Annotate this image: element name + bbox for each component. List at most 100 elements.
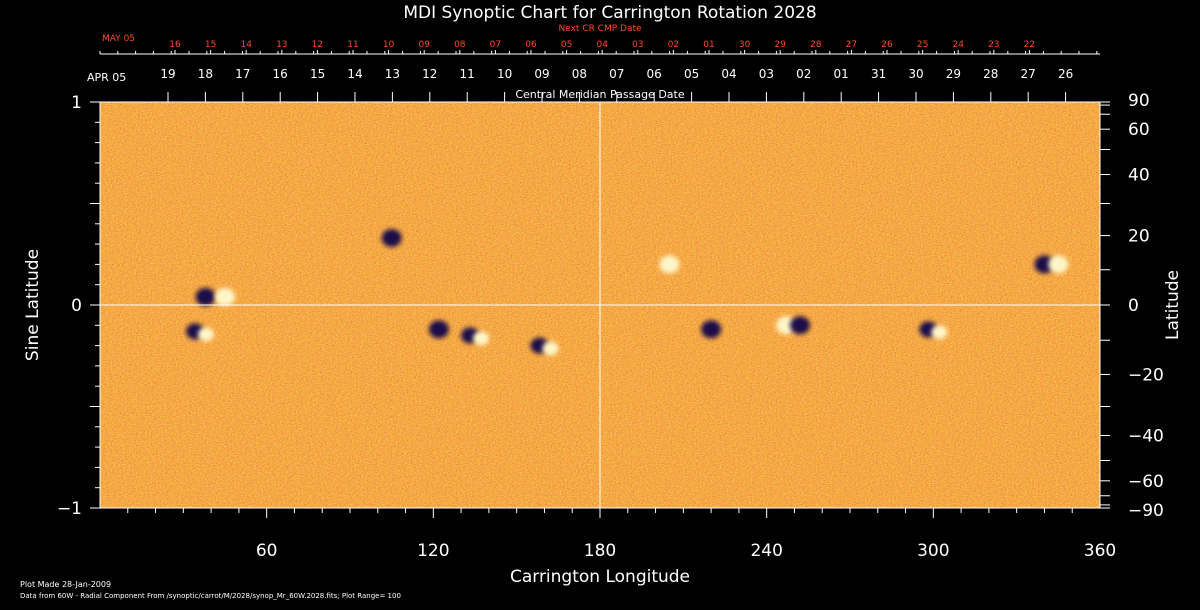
next-cr-date-label: 07 xyxy=(490,40,501,50)
active-region-positive xyxy=(473,331,489,346)
active-region-negative xyxy=(381,229,402,248)
next-cr-date-label: 03 xyxy=(632,40,643,50)
next-cr-date-label: 08 xyxy=(454,40,466,50)
y-left-axis-title: Sine Latitude xyxy=(23,249,43,361)
next-cr-date-label: 09 xyxy=(418,40,430,50)
y-right-tick-label: −20 xyxy=(1128,365,1164,385)
grid-lines xyxy=(100,102,1100,508)
cmp-date-label: 18 xyxy=(198,67,213,81)
y-right-axis-title: Latitude xyxy=(1163,270,1183,340)
active-region-positive xyxy=(1048,255,1069,274)
cmp-date-labels: 19 18 17 16 15 14 13 12 11 10 09 08 07 06 05 04 03 02 01 31… xyxy=(160,67,1073,102)
y-right-tick-label: −60 xyxy=(1128,472,1164,492)
y-left-tick-label: 1 xyxy=(71,93,82,113)
x-tick-label: 120 xyxy=(417,541,449,561)
next-cr-date-label: 02 xyxy=(668,40,679,50)
cmp-date-label: 16 xyxy=(273,67,288,81)
y-right-tick-label: 20 xyxy=(1128,227,1150,247)
next-cr-date-label: 24 xyxy=(952,40,964,50)
cmp-date-label: 11 xyxy=(460,67,475,81)
cmp-date-label: 02 xyxy=(796,67,811,81)
cmp-date-label: 26 xyxy=(1058,67,1073,81)
next-cr-date-label: 13 xyxy=(276,40,287,50)
active-region-negative xyxy=(1034,255,1055,274)
x-tick-label: 180 xyxy=(584,541,616,561)
x-tick-label: 300 xyxy=(917,541,949,561)
y-right-axis-ticks: 90 60 40 20 0 −20 −40 −60 −90 xyxy=(1100,91,1164,521)
cmp-date-label: 14 xyxy=(347,67,362,81)
next-cr-date-label: 04 xyxy=(596,40,608,50)
active-region-positive xyxy=(215,287,235,306)
cmp-date-label: 27 xyxy=(1021,67,1036,81)
cmp-date-label: 08 xyxy=(572,67,587,81)
active-region-negative xyxy=(428,320,449,339)
active-region-positive xyxy=(659,255,680,274)
next-cr-date-label: 29 xyxy=(774,40,786,50)
cmp-date-label: 15 xyxy=(310,67,325,81)
cmp-date-label: 03 xyxy=(759,67,774,81)
active-region-positive xyxy=(542,341,559,356)
next-cr-date-label: 12 xyxy=(312,40,323,50)
cmp-date-label: 31 xyxy=(871,67,886,81)
y-right-tick-label: 40 xyxy=(1128,166,1150,186)
next-cr-date-label: 30 xyxy=(739,40,751,50)
cmp-date-label: 06 xyxy=(647,67,662,81)
cmp-date-label: 01 xyxy=(834,67,849,81)
active-regions xyxy=(186,229,1069,356)
active-region-positive xyxy=(776,316,797,335)
next-cr-date-label: 22 xyxy=(1024,40,1035,50)
cmp-date-label: 04 xyxy=(721,67,736,81)
y-right-tick-label: 90 xyxy=(1128,91,1150,111)
y-right-tick-label: −90 xyxy=(1128,501,1164,521)
cmp-month-label: APR 05 xyxy=(87,71,126,84)
cmp-date-label: 19 xyxy=(160,67,175,81)
active-region-negative xyxy=(790,316,810,335)
cmp-date-label: 28 xyxy=(983,67,998,81)
y-left-axis-ticks: 1 0 −1 xyxy=(57,93,100,519)
cmp-date-label: 12 xyxy=(422,67,437,81)
next-cr-date-label: 25 xyxy=(917,40,928,50)
y-right-tick-label: 0 xyxy=(1128,296,1139,316)
cmp-date-label: 05 xyxy=(684,67,699,81)
cmp-date-label: 07 xyxy=(609,67,624,81)
next-cr-date-label: 16 xyxy=(169,40,181,50)
next-cr-date-labels: 16 15 14 13 12 11 10 09 08 07 06 05 04 03 02 01 30 29 28 27… xyxy=(99,40,1098,54)
next-cr-date-label: 05 xyxy=(561,40,572,50)
active-region-negative xyxy=(701,320,722,339)
y-left-tick-label: 0 xyxy=(71,296,82,316)
y-right-tick-label: 60 xyxy=(1128,120,1150,140)
x-axis-ticks: 60 120 180 240 300 360 xyxy=(127,508,1116,561)
next-cr-date-label: 23 xyxy=(988,40,999,50)
cmp-date-label: 09 xyxy=(534,67,549,81)
next-cr-date-label: 10 xyxy=(383,40,395,50)
y-right-tick-label: −40 xyxy=(1128,426,1164,446)
x-axis-title: Carrington Longitude xyxy=(510,567,690,587)
x-tick-label: 240 xyxy=(750,541,782,561)
plot-made-note: Plot Made 28-Jan-2009 xyxy=(20,580,112,589)
next-cr-date-label: 26 xyxy=(881,40,893,50)
y-left-tick-label: −1 xyxy=(57,499,82,519)
active-region-negative xyxy=(195,287,216,306)
chart-title: MDI Synoptic Chart for Carrington Rotati… xyxy=(403,3,816,23)
next-cr-date-label: 14 xyxy=(240,40,252,50)
cmp-date-label: 10 xyxy=(497,67,512,81)
next-cr-date-label: 15 xyxy=(205,40,216,50)
x-tick-label: 360 xyxy=(1084,541,1116,561)
next-cr-month-label: MAY 05 xyxy=(102,34,135,44)
next-cr-date-label: 01 xyxy=(703,40,714,50)
next-cr-date-label: 06 xyxy=(525,40,537,50)
next-cr-date-label: 11 xyxy=(347,40,358,50)
next-cr-date-label: 28 xyxy=(810,40,822,50)
next-cr-axis-label: Next CR CMP Date xyxy=(558,24,642,34)
cmp-date-label: 29 xyxy=(946,67,961,81)
x-tick-label: 60 xyxy=(256,541,278,561)
next-cr-date-label: 27 xyxy=(846,40,857,50)
data-source-note: Data from 60W - Radial Component From /s… xyxy=(20,592,401,600)
cmp-date-label: 13 xyxy=(385,67,400,81)
cmp-date-label: 17 xyxy=(235,67,250,81)
active-region-positive xyxy=(931,325,948,340)
cmp-date-label: 30 xyxy=(908,67,923,81)
cmp-axis-label: Central Meridian Passage Date xyxy=(515,88,684,101)
active-region-positive xyxy=(198,327,214,342)
